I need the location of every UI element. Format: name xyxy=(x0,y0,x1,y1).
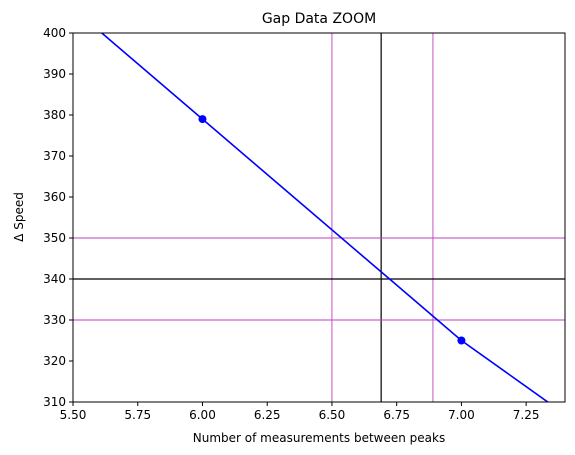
y-tick-label: 400 xyxy=(43,26,66,40)
x-tick-label: 6.75 xyxy=(383,408,410,422)
y-tick-label: 350 xyxy=(43,231,66,245)
y-tick-label: 390 xyxy=(43,67,66,81)
x-tick-label: 7.25 xyxy=(513,408,540,422)
x-tick-label: 6.50 xyxy=(319,408,346,422)
x-tick-label: 7.00 xyxy=(448,408,475,422)
x-tick-label: 6.25 xyxy=(254,408,281,422)
x-axis: 5.50 5.75 6.00 6.25 6.50 6.75 7.00 7.25 xyxy=(60,402,540,422)
y-tick-label: 380 xyxy=(43,108,66,122)
x-tick-label: 6.00 xyxy=(189,408,216,422)
y-tick-label: 370 xyxy=(43,149,66,163)
x-tick-label: 5.75 xyxy=(124,408,151,422)
y-tick-label: 330 xyxy=(43,313,66,327)
x-tick-label: 5.50 xyxy=(60,408,87,422)
y-axis-label: Δ Speed xyxy=(12,192,26,242)
data-point-0 xyxy=(198,115,207,124)
y-tick-label: 310 xyxy=(43,395,66,409)
y-axis: 310 320 330 340 350 360 370 380 390 400 xyxy=(43,26,73,409)
y-tick-label: 360 xyxy=(43,190,66,204)
data-point-1 xyxy=(457,336,466,345)
chart-title: Gap Data ZOOM xyxy=(262,11,376,27)
plot-frame xyxy=(72,32,566,403)
y-tick-label: 320 xyxy=(43,354,66,368)
x-axis-label: Number of measurements between peaks xyxy=(193,431,445,445)
y-tick-label: 340 xyxy=(43,272,66,286)
